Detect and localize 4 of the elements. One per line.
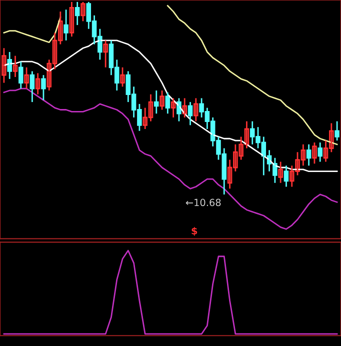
candlestick <box>334 120 340 142</box>
candlestick <box>41 74 46 101</box>
text: ←10.68 <box>186 198 221 206</box>
text: $ <box>192 226 198 236</box>
